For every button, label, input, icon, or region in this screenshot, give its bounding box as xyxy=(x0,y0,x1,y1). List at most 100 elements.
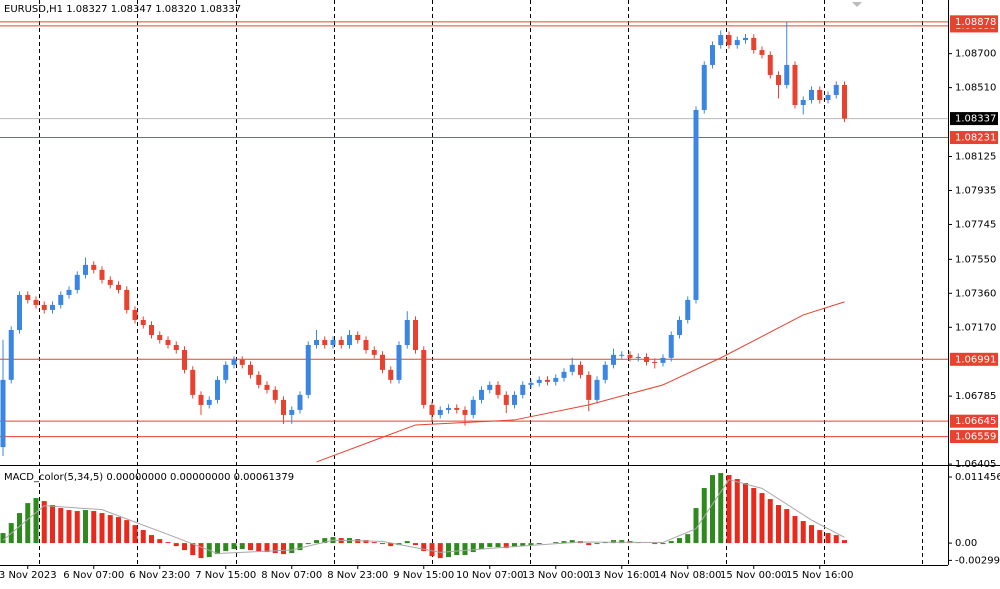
histogram-bar xyxy=(190,543,196,556)
candle-body xyxy=(553,377,559,382)
histogram-bar xyxy=(668,541,674,544)
candle-body xyxy=(305,344,311,395)
y-tick-label: 0.00 xyxy=(955,538,977,549)
histogram-bar xyxy=(660,543,666,545)
candle-body xyxy=(58,294,64,305)
histogram-bar xyxy=(248,543,253,551)
histogram-bar xyxy=(825,533,831,544)
histogram-bar xyxy=(512,543,517,548)
histogram-bar xyxy=(462,543,468,556)
histogram-bar xyxy=(25,503,31,544)
candle-body xyxy=(726,35,732,46)
histogram-bar xyxy=(594,543,600,545)
candle-body xyxy=(479,389,484,400)
candle-body xyxy=(660,357,666,363)
histogram-bar xyxy=(743,483,748,544)
level-label-box xyxy=(950,430,998,444)
histogram-bar xyxy=(751,488,757,544)
candle-body xyxy=(677,319,682,335)
histogram-bar xyxy=(149,535,154,544)
candle-body xyxy=(627,354,633,358)
candle-body xyxy=(710,45,715,65)
candle-body xyxy=(116,284,121,290)
histogram-bar xyxy=(380,543,385,545)
candle-body xyxy=(594,379,600,400)
candle-body xyxy=(503,394,509,405)
x-tick-label: 6 Nov 07:00 xyxy=(63,570,124,581)
histogram-bar xyxy=(800,521,806,544)
histogram-bar xyxy=(41,501,47,544)
candle-body xyxy=(66,289,72,295)
candle-body xyxy=(41,304,47,310)
histogram-bar xyxy=(173,543,179,547)
candle-body xyxy=(602,364,608,380)
histogram-bar xyxy=(809,525,814,544)
candle-body xyxy=(429,404,435,415)
histogram-bar xyxy=(281,543,286,555)
candle-body xyxy=(693,109,699,300)
candle-body xyxy=(809,89,814,100)
candle-body xyxy=(124,289,130,310)
histogram-bar xyxy=(520,543,526,547)
candle-body xyxy=(817,89,823,100)
level-label: 1.08878 xyxy=(955,17,996,28)
histogram-bar xyxy=(99,513,105,544)
candle-body xyxy=(330,339,336,345)
candle-body xyxy=(487,384,493,390)
histogram-bar xyxy=(182,543,187,551)
histogram-bar xyxy=(693,508,699,544)
histogram-bar xyxy=(561,541,567,544)
histogram-bar xyxy=(314,540,319,544)
histogram-bar xyxy=(833,535,839,544)
level-label: 1.08231 xyxy=(955,133,996,144)
candle-body xyxy=(314,339,319,345)
candle-body xyxy=(404,319,410,345)
y-tick-label: 1.06405 xyxy=(955,459,996,470)
y-tick-label: 1.08125 xyxy=(955,151,996,162)
level-label-box xyxy=(950,15,998,29)
candle-body xyxy=(800,99,806,105)
histogram-bar xyxy=(429,543,435,557)
histogram-bar xyxy=(83,510,88,544)
candle-body xyxy=(454,407,460,410)
y-tick-label: 1.08510 xyxy=(955,83,996,94)
indicator-title: MACD_color(5,34,5) 0.00000000 0.00000000… xyxy=(4,472,294,483)
candle-body xyxy=(91,264,97,270)
histogram-bar xyxy=(116,517,121,544)
y-tick-label: 1.08700 xyxy=(955,49,996,60)
candle-body xyxy=(792,64,798,105)
histogram-bar xyxy=(437,543,443,559)
x-tick-label: 13 Nov 00:00 xyxy=(522,570,589,581)
x-tick-label: 7 Nov 15:00 xyxy=(195,570,256,581)
histogram-bar xyxy=(792,516,798,544)
x-tick-label: 15 Nov 00:00 xyxy=(720,570,787,581)
candle-body xyxy=(157,334,163,340)
y-tick-label: 1.07170 xyxy=(955,322,996,333)
histogram-bar xyxy=(58,508,64,544)
candle-body xyxy=(413,319,418,351)
histogram-bar xyxy=(685,534,691,544)
histogram-bar xyxy=(289,543,295,554)
candle-body xyxy=(743,37,748,41)
y-tick-label: 1.07550 xyxy=(955,254,996,265)
candle-body xyxy=(74,274,80,290)
candle-body xyxy=(495,384,501,395)
histogram-bar xyxy=(759,493,765,544)
candle-body xyxy=(437,409,443,415)
candle-body xyxy=(223,364,229,380)
histogram-bar xyxy=(586,543,592,546)
histogram-bar xyxy=(528,543,534,546)
histogram-bar xyxy=(454,543,460,556)
histogram-bar xyxy=(495,543,501,548)
histogram-bar xyxy=(569,540,575,544)
signal-line xyxy=(2,479,845,554)
histogram-bar xyxy=(107,515,113,544)
candle-body xyxy=(50,304,55,310)
candle-body xyxy=(363,339,369,351)
candle-body xyxy=(182,350,187,370)
candle-body xyxy=(371,350,377,355)
candle-body xyxy=(470,399,476,415)
candle-body xyxy=(586,374,592,400)
candle-body xyxy=(25,294,31,300)
candle-body xyxy=(776,74,781,85)
